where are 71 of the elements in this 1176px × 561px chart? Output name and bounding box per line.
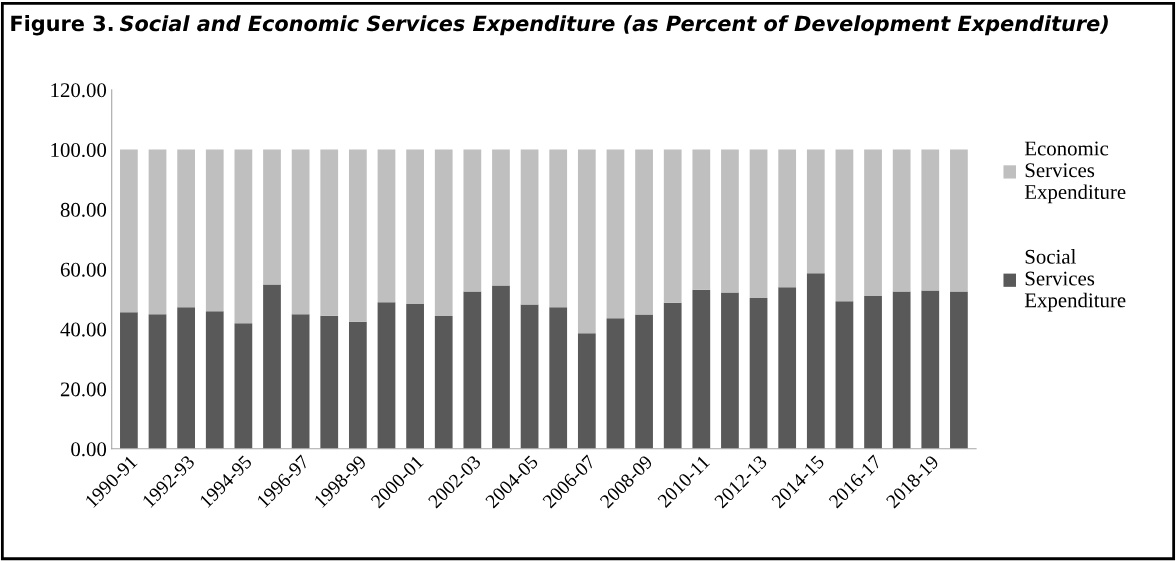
bar — [835, 301, 854, 449]
bar — [234, 149, 253, 324]
bar — [606, 318, 625, 449]
bar — [120, 149, 138, 313]
bar — [864, 295, 882, 449]
bar — [864, 149, 882, 296]
bar — [520, 149, 539, 305]
bar — [778, 149, 797, 288]
bar — [749, 149, 768, 298]
bar — [177, 149, 196, 308]
bar — [205, 311, 224, 449]
bar — [463, 291, 482, 449]
bar — [348, 149, 367, 322]
chart-subtitle: Social and Economic Services Expenditure (as Percent of Development Expenditure) — [119, 15, 1108, 36]
y-tick-label: 0.00 — [71, 442, 107, 457]
bar — [177, 307, 196, 449]
y-tick-label: 60.00 — [60, 262, 107, 277]
legend-label: Economic Services Expenditure — [1024, 141, 1126, 204]
bar — [806, 149, 825, 274]
bar — [635, 149, 653, 315]
y-tick-label: 80.00 — [60, 202, 107, 217]
bar — [577, 333, 596, 449]
bar — [492, 149, 510, 286]
bar — [148, 314, 167, 449]
bar — [291, 149, 310, 315]
chart-title: Figure 3. — [11, 15, 113, 36]
y-tick-label: 20.00 — [60, 382, 107, 397]
bar — [120, 312, 138, 449]
bar — [892, 291, 911, 449]
bar — [950, 149, 968, 292]
bar — [921, 290, 940, 449]
bar — [663, 149, 682, 303]
bar — [721, 149, 739, 293]
bar — [263, 149, 281, 285]
bar — [463, 149, 482, 292]
bar — [892, 149, 911, 292]
bar — [492, 285, 510, 449]
bar — [721, 292, 739, 449]
bar — [205, 149, 224, 312]
bar — [606, 149, 625, 319]
legend-label: Social Services Expenditure — [1024, 249, 1126, 312]
bar — [549, 149, 568, 308]
bar — [663, 302, 682, 449]
bar — [234, 323, 253, 449]
bar — [377, 149, 396, 303]
bar — [806, 273, 825, 449]
bar — [320, 315, 339, 449]
y-tick-label: 120.00 — [51, 83, 107, 98]
bar — [263, 284, 281, 449]
bar — [692, 289, 711, 449]
bar — [549, 307, 568, 449]
bar — [950, 291, 968, 449]
bar — [434, 149, 453, 316]
y-tick-label: 40.00 — [60, 322, 107, 337]
bar — [291, 314, 310, 449]
bar — [377, 302, 396, 449]
bar — [406, 303, 424, 449]
bar — [406, 149, 424, 304]
bar — [835, 149, 854, 302]
bar — [148, 149, 167, 315]
bar — [749, 298, 768, 449]
bar — [921, 149, 940, 291]
bar — [778, 287, 797, 449]
bar — [520, 304, 539, 449]
bar — [320, 149, 339, 316]
bar — [635, 314, 653, 449]
y-tick-label: 100.00 — [51, 142, 107, 158]
bar — [692, 149, 711, 290]
bar — [434, 315, 453, 449]
bar — [577, 149, 596, 334]
bar — [348, 321, 367, 449]
